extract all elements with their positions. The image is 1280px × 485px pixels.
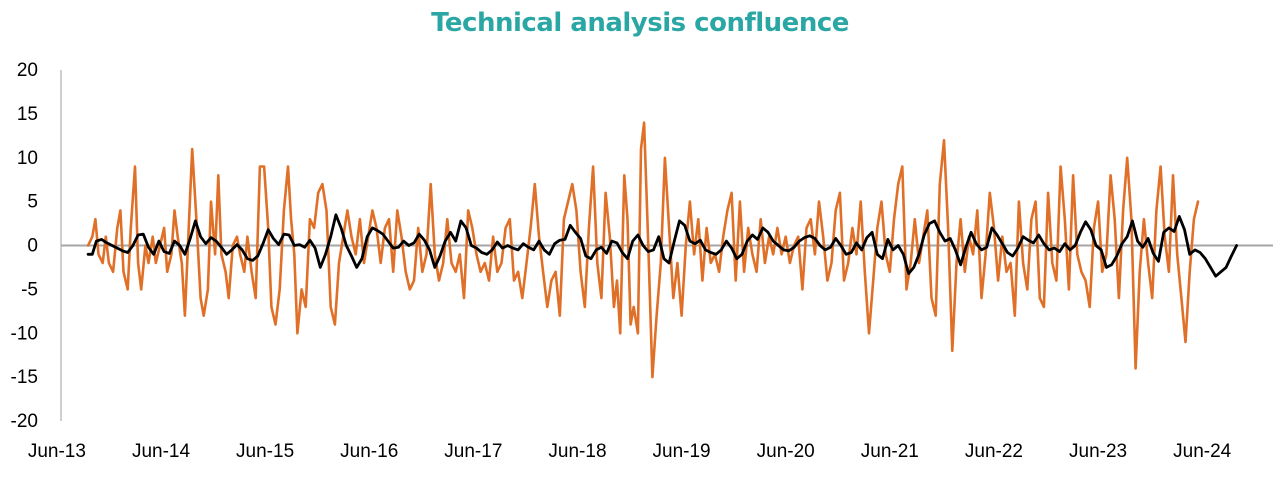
x-tick-label: Jun-24 <box>1173 441 1232 462</box>
x-tick-label: Jun-18 <box>548 441 606 462</box>
x-tick-label: Jun-23 <box>1069 441 1127 462</box>
y-tick-label: -5 <box>21 279 38 300</box>
series-line-smoothed <box>86 213 1238 278</box>
y-tick-label: 20 <box>17 60 38 81</box>
y-tick-label: 10 <box>17 148 38 169</box>
y-tick-label: 15 <box>17 104 38 125</box>
y-tick-label: -20 <box>11 411 38 432</box>
x-tick-label: Jun-20 <box>757 441 815 462</box>
x-tick-label: Jun-16 <box>340 441 398 462</box>
x-tick-label: Jun-15 <box>236 441 294 462</box>
y-tick-label: 5 <box>27 192 38 213</box>
y-axis: 20 15 10 5 0 -5 -10 -15 -20 <box>11 60 62 432</box>
x-tick-label: Jun-14 <box>132 441 191 462</box>
y-tick-label: -15 <box>11 367 38 388</box>
x-tick-label: Jun-21 <box>861 441 919 462</box>
y-tick-label: 0 <box>27 236 38 257</box>
series-line-raw <box>86 121 1200 379</box>
chart-title: Technical analysis confluence <box>431 8 849 38</box>
x-tick-label: Jun-17 <box>444 441 502 462</box>
x-axis: Jun-13 Jun-14 Jun-15 Jun-16 Jun-17 Jun-18 Jun-… <box>28 244 1273 462</box>
x-tick-label: Jun-19 <box>653 441 711 462</box>
x-tick-label: Jun-22 <box>965 441 1023 462</box>
y-tick-label: -10 <box>11 323 38 344</box>
x-tick-label: Jun-13 <box>28 441 86 462</box>
series-layer <box>86 121 1238 379</box>
